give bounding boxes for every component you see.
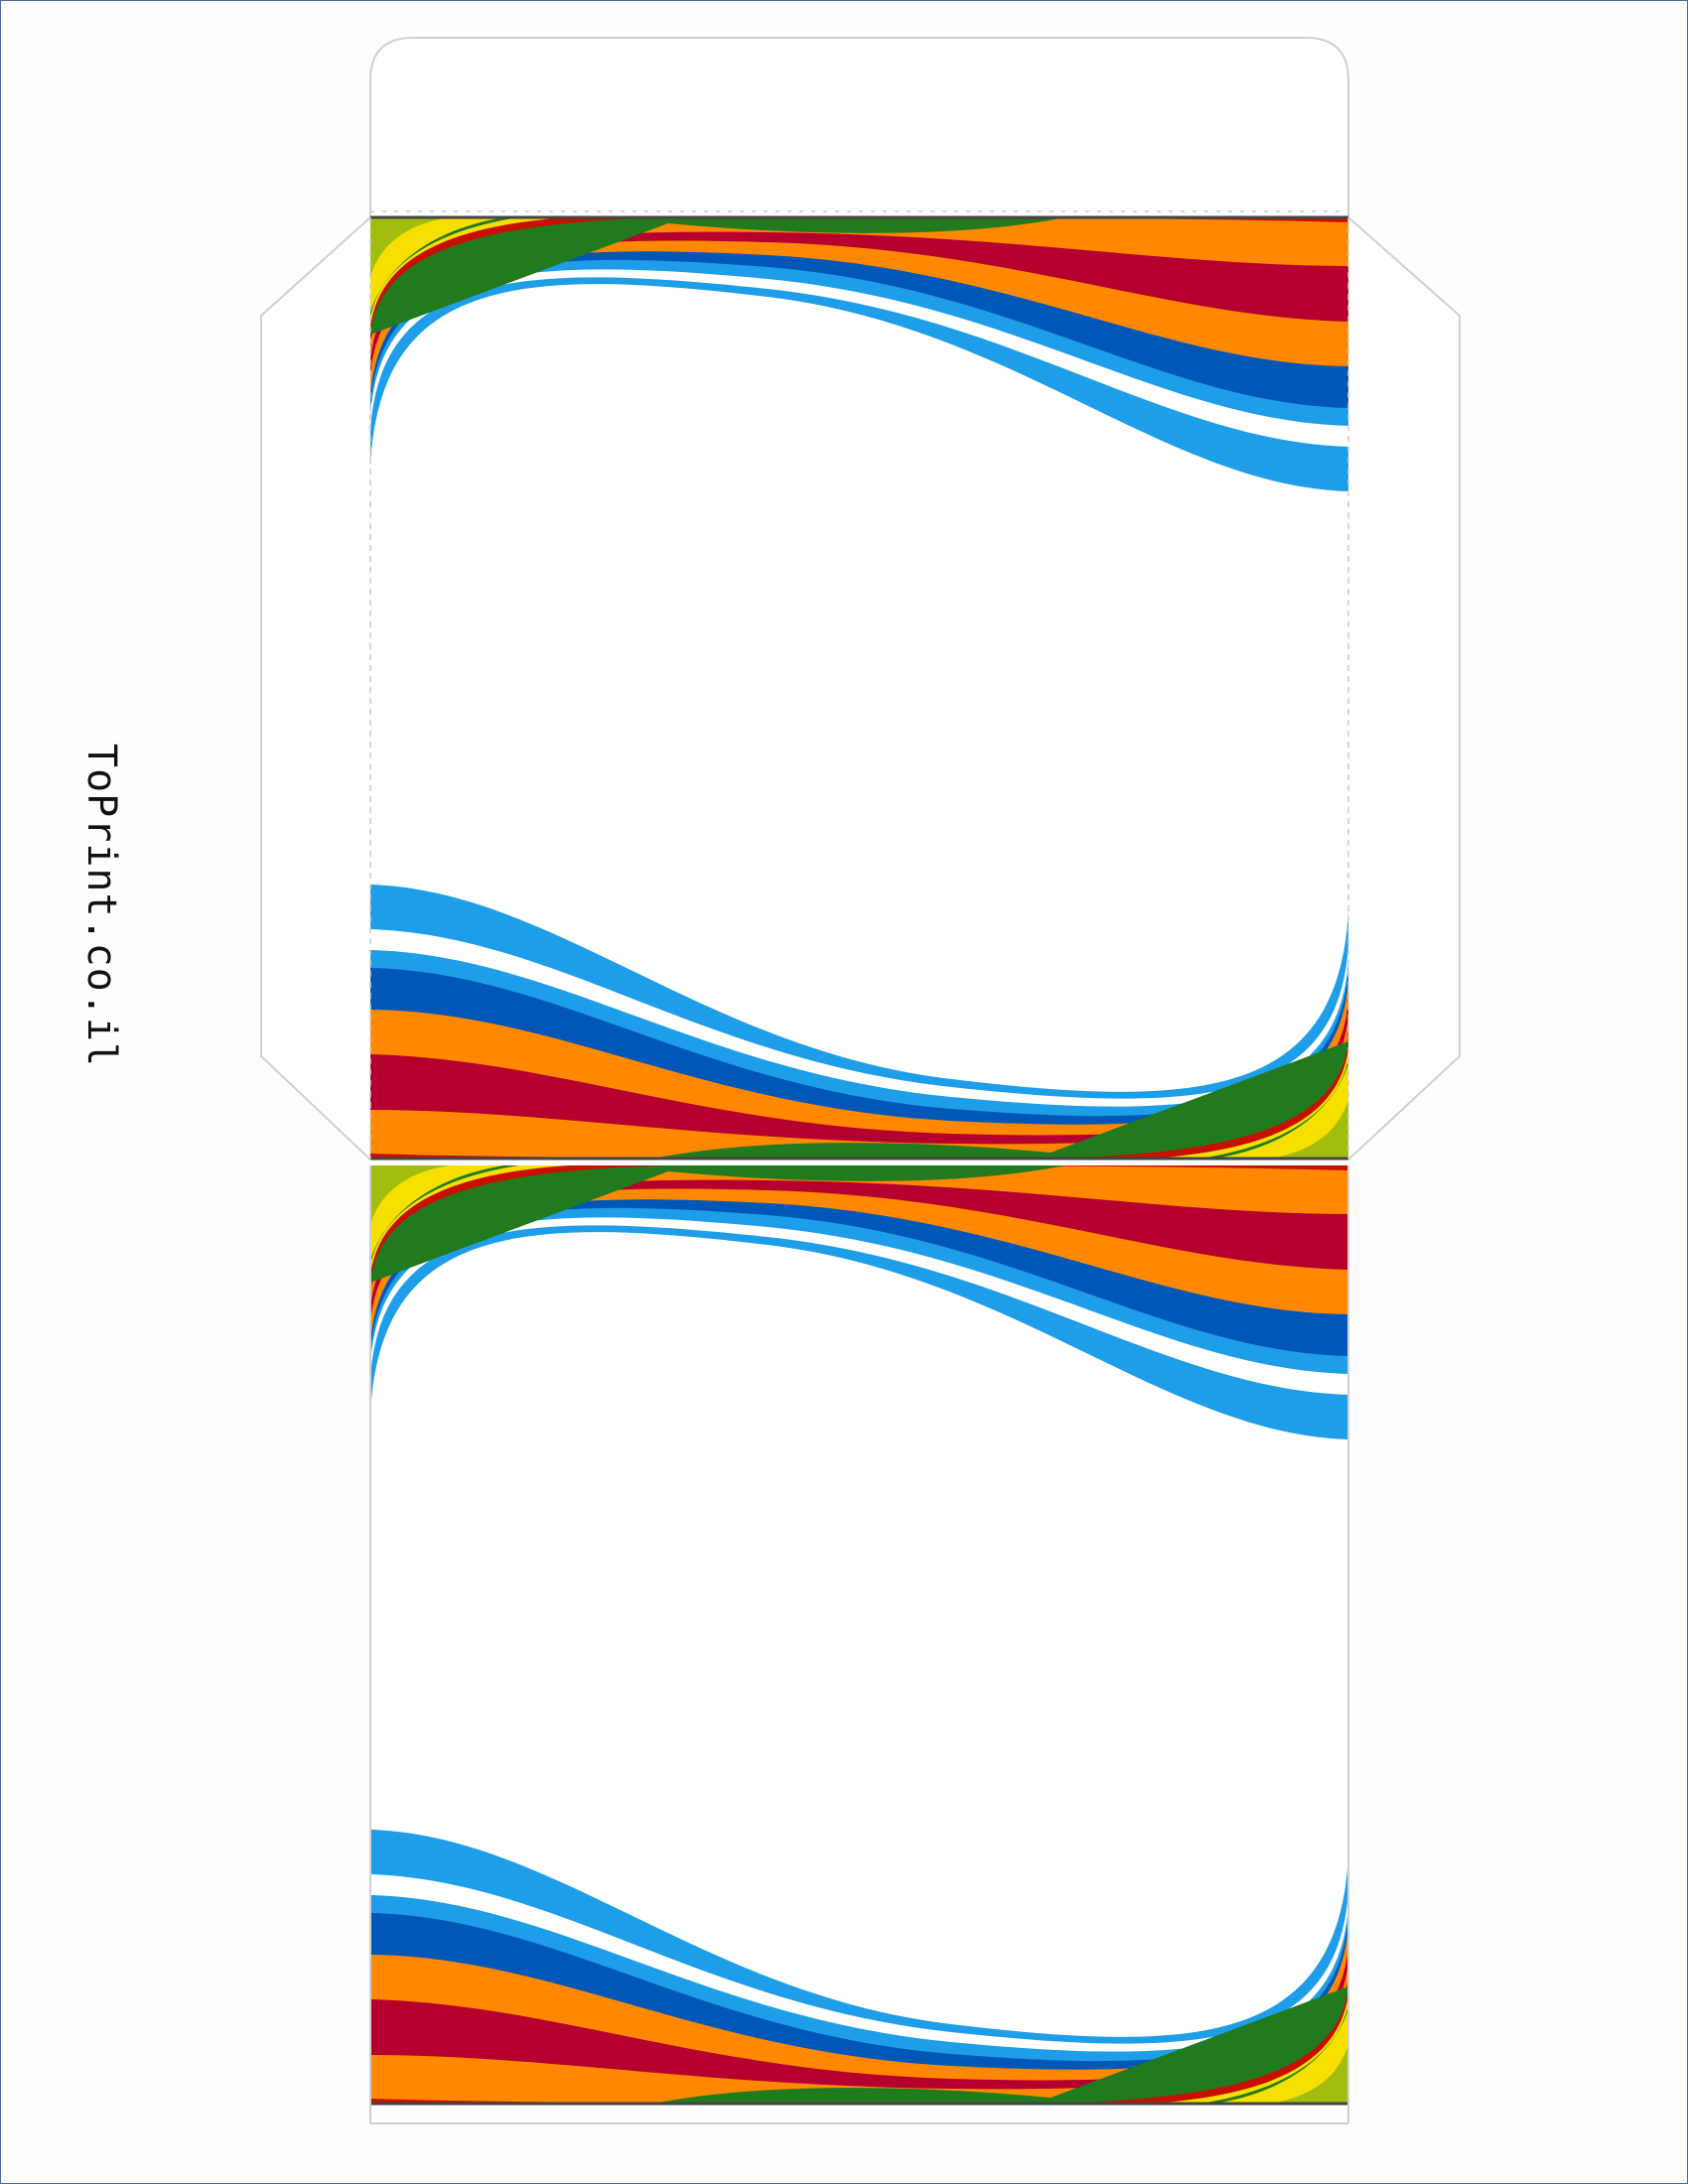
back-panel (369, 1165, 1349, 2124)
right-side-flap (1347, 216, 1461, 1160)
top-flap (369, 37, 1349, 217)
left-side-flap (260, 216, 371, 1160)
brand-text: ToPrint.co.il (78, 744, 124, 1068)
front-panel (369, 215, 1349, 1160)
